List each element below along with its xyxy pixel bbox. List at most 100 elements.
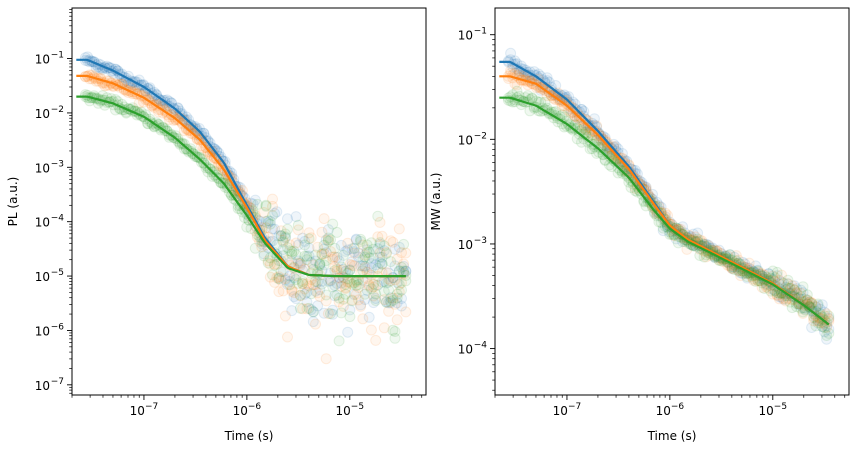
pl-data-point: [344, 311, 356, 323]
pl-y-axis-label: PL (a.u.): [6, 177, 20, 227]
mw-data-point: [784, 283, 796, 294]
pl-data-point: [337, 263, 349, 275]
mw-data-point: [593, 141, 605, 153]
pl-data-point: [363, 311, 375, 323]
pl-data-point: [376, 230, 388, 242]
pl-data-point: [297, 278, 309, 290]
pl-y-tick-exp: −3: [51, 159, 64, 169]
pl-data-point: [346, 259, 358, 271]
pl-data-point: [307, 306, 319, 318]
pl-data-point: [337, 249, 349, 261]
pl-data-point: [380, 246, 392, 258]
pl-data-point: [290, 274, 302, 285]
pl-data-point: [174, 138, 186, 150]
pl-data-point: [318, 307, 330, 319]
pl-data-point: [292, 224, 304, 236]
pl-data-point: [340, 288, 352, 300]
pl-data-point: [378, 294, 390, 306]
mw-data-point: [780, 295, 792, 307]
pl-data-point: [385, 256, 397, 268]
pl-data-point: [219, 177, 231, 189]
mw-data-point: [741, 272, 753, 284]
pl-data-point: [376, 251, 388, 263]
pl-data-point: [353, 282, 364, 293]
mw-y-tick-label: 10−4: [458, 341, 488, 357]
mw-data-point: [778, 277, 790, 289]
mw-data-point: [816, 311, 828, 323]
pl-data-point: [342, 244, 354, 256]
pl-data-point: [215, 177, 227, 189]
pl-data-point: [393, 223, 405, 235]
pl-x-tick-base: 10: [130, 404, 145, 418]
mw-data-point: [782, 278, 794, 290]
pl-data-point: [378, 240, 390, 252]
pl-data-point: [355, 300, 367, 312]
pl-data-point: [331, 251, 343, 263]
pl-data-point: [247, 198, 259, 210]
mw-data-point: [771, 266, 783, 278]
pl-data-point: [353, 294, 364, 306]
pl-data-point: [288, 245, 300, 257]
pl-data-point: [312, 287, 324, 299]
pl-x-tick-exp: −5: [351, 402, 364, 412]
pl-data-point: [333, 296, 345, 308]
pl-data-point: [372, 210, 384, 222]
pl-data-point: [368, 297, 379, 309]
mw-data-point: [690, 231, 701, 243]
pl-data-point: [269, 223, 281, 235]
pl-data-point: [133, 97, 145, 109]
pl-data-point: [275, 230, 287, 242]
pl-data-point: [331, 263, 343, 275]
mw-data-point: [584, 143, 596, 155]
pl-data-point: [288, 287, 300, 299]
pl-data-point: [275, 266, 287, 278]
pl-data-point: [359, 294, 371, 305]
pl-data-point: [208, 166, 220, 177]
mw-data-point: [571, 112, 583, 124]
pl-data-point: [372, 243, 384, 255]
pl-data-point: [372, 231, 384, 243]
pl-data-point: [350, 280, 362, 291]
pl-data-point: [305, 304, 317, 316]
pl-data-point: [391, 288, 403, 300]
pl-data-point: [198, 127, 210, 139]
pl-data-point: [340, 282, 352, 293]
mw-data-point: [797, 281, 809, 293]
pl-data-point: [327, 304, 339, 316]
mw-data-point: [771, 290, 783, 301]
pl-data-point: [299, 239, 311, 251]
pl-data-point: [301, 250, 313, 262]
pl-data-point: [348, 260, 360, 272]
pl-data-point: [279, 231, 291, 243]
pl-data-point: [271, 258, 283, 270]
pl-data-point: [383, 297, 395, 309]
pl-data-point: [320, 353, 332, 365]
mw-data-point: [806, 322, 818, 333]
mw-data-point: [821, 330, 833, 341]
pl-data-point: [372, 262, 384, 274]
pl-data-point: [303, 302, 315, 314]
pl-data-point: [385, 292, 397, 304]
pl-data-point: [378, 245, 390, 257]
mw-scatter-series-2: [502, 85, 835, 341]
pl-data-point: [294, 258, 306, 270]
pl-data-point: [348, 242, 360, 254]
mw-data-point: [556, 109, 568, 121]
mw-data-point: [771, 270, 783, 282]
pl-x-tick-label: 10−5: [336, 402, 365, 418]
pl-data-point: [391, 253, 403, 265]
pl-y-tick-label: 10−7: [35, 377, 64, 393]
pl-data-point: [260, 199, 272, 211]
mw-data-point: [700, 251, 712, 263]
mw-data-point: [782, 278, 794, 290]
pl-data-point: [348, 247, 360, 259]
pl-data-point: [344, 304, 356, 316]
pl-data-point: [396, 261, 407, 273]
pl-data-point: [340, 278, 352, 290]
pl-data-point: [312, 300, 324, 312]
mw-data-point: [816, 321, 828, 333]
pl-data-point: [396, 284, 407, 296]
mw-data-point: [558, 100, 570, 112]
pl-data-point: [320, 255, 332, 267]
pl-data-point: [374, 247, 386, 259]
